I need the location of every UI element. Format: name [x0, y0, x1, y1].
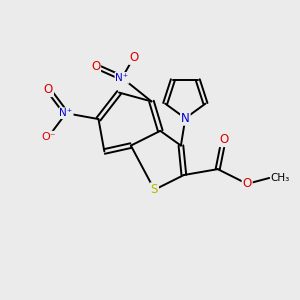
- Text: S: S: [151, 183, 158, 196]
- Text: CH₃: CH₃: [271, 173, 290, 183]
- Text: O: O: [242, 177, 252, 190]
- Text: N: N: [181, 112, 190, 125]
- Text: O: O: [129, 51, 138, 64]
- Text: O: O: [219, 133, 228, 146]
- Text: N⁺: N⁺: [116, 73, 129, 83]
- Text: O: O: [91, 60, 100, 73]
- Text: N⁺: N⁺: [59, 108, 73, 118]
- Text: O⁻: O⁻: [41, 132, 56, 142]
- Text: O: O: [44, 83, 53, 96]
- Text: O: O: [129, 51, 138, 64]
